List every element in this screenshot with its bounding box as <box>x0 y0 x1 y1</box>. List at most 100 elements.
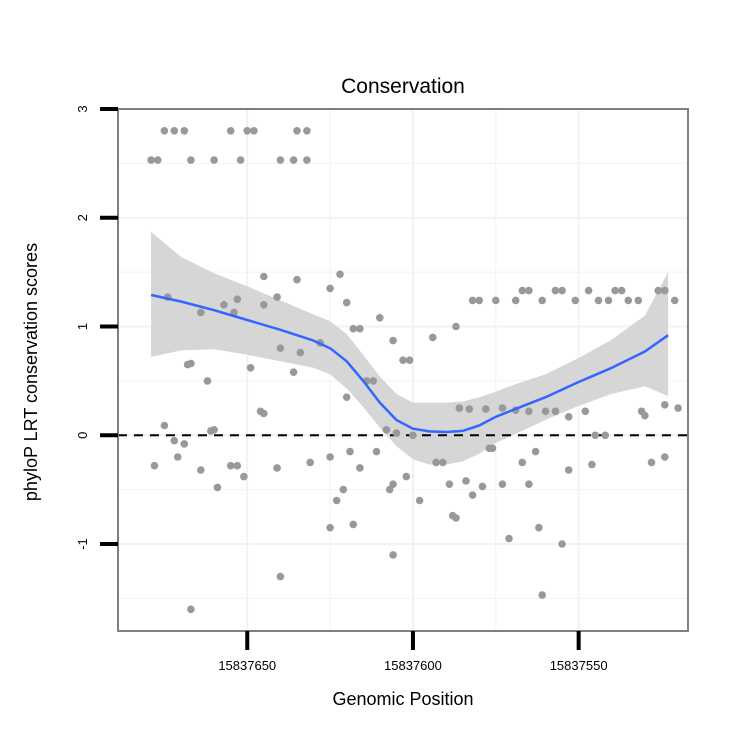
data-point <box>634 296 643 305</box>
y-tick-label: 2 <box>75 214 90 221</box>
data-point <box>356 324 364 333</box>
panel-border <box>117 108 689 632</box>
y-tick-label: -1 <box>75 538 90 550</box>
data-point <box>478 482 487 491</box>
data-point <box>661 401 669 409</box>
data-point <box>488 444 497 453</box>
data-point <box>518 286 527 295</box>
data-point <box>293 127 301 135</box>
data-point <box>584 286 593 295</box>
data-point <box>641 411 649 420</box>
data-point <box>203 377 212 385</box>
data-point <box>296 348 305 357</box>
data-point <box>326 453 334 461</box>
data-point <box>498 404 507 412</box>
data-point <box>346 447 354 456</box>
data-point <box>226 461 235 470</box>
data-point <box>558 540 566 548</box>
data-point <box>210 426 218 434</box>
data-point <box>492 296 500 305</box>
data-point <box>154 156 162 164</box>
data-point <box>160 421 169 430</box>
data-point <box>213 483 222 492</box>
data-point <box>289 156 298 164</box>
x-tick-label: 15837650 <box>218 658 276 673</box>
data-point <box>273 464 281 472</box>
data-point <box>160 127 169 135</box>
data-point <box>197 308 205 317</box>
data-point <box>415 496 424 505</box>
data-point <box>594 296 603 305</box>
data-point <box>339 485 348 494</box>
data-point <box>210 156 218 164</box>
data-point <box>180 127 189 135</box>
data-point <box>601 431 609 440</box>
confidence-band-layer <box>151 231 669 465</box>
data-point <box>342 298 351 307</box>
data-point <box>389 551 397 559</box>
data-point <box>326 523 334 532</box>
data-point <box>429 333 437 342</box>
data-point <box>187 156 195 164</box>
data-point <box>617 286 626 295</box>
data-point <box>376 314 384 322</box>
data-point <box>468 296 477 305</box>
y-tick-label: 0 <box>75 432 90 439</box>
data-point <box>382 426 391 434</box>
data-point <box>170 436 179 445</box>
data-point <box>240 472 248 481</box>
data-point <box>349 520 358 529</box>
data-point <box>551 286 560 295</box>
data-point <box>571 296 580 305</box>
grid <box>118 108 688 631</box>
data-point <box>498 480 507 489</box>
data-point <box>349 324 358 333</box>
data-point <box>197 466 205 474</box>
data-points <box>147 127 682 614</box>
data-point <box>468 491 477 499</box>
data-point <box>670 296 679 305</box>
data-point <box>250 127 258 135</box>
data-point <box>187 359 195 368</box>
data-point <box>243 127 251 135</box>
data-point <box>385 485 394 494</box>
data-point <box>173 453 182 461</box>
x-axis-label: Genomic Position <box>332 689 473 709</box>
data-point <box>624 296 633 305</box>
data-point <box>475 296 484 305</box>
y-tick-label: 3 <box>75 105 90 112</box>
data-point <box>661 286 669 295</box>
data-point <box>150 461 159 470</box>
data-point <box>452 322 460 331</box>
data-point <box>465 405 474 413</box>
data-point <box>356 464 364 472</box>
confidence-band <box>151 231 669 465</box>
data-point <box>372 447 381 456</box>
data-point <box>293 275 301 284</box>
data-point <box>260 409 268 418</box>
data-point <box>233 295 242 304</box>
data-point <box>538 296 546 305</box>
data-point <box>439 458 447 467</box>
data-point <box>392 429 401 437</box>
data-point <box>399 356 407 365</box>
data-point <box>332 496 341 505</box>
data-point <box>647 458 656 467</box>
y-axis: -1 0 1 2 3 <box>75 105 118 550</box>
data-point <box>389 480 397 489</box>
data-point <box>551 407 560 416</box>
data-point <box>455 404 464 412</box>
data-point <box>147 156 155 164</box>
data-point <box>525 480 533 489</box>
y-axis-label: phyloP LRT conservation scores <box>21 243 41 501</box>
data-point <box>564 413 573 421</box>
data-point <box>246 364 255 372</box>
x-tick-label: 15837600 <box>384 658 442 673</box>
data-point <box>180 440 189 448</box>
data-point <box>289 368 298 377</box>
data-point <box>482 405 490 413</box>
data-point <box>604 296 613 305</box>
data-point <box>226 127 235 135</box>
data-point <box>389 336 397 345</box>
